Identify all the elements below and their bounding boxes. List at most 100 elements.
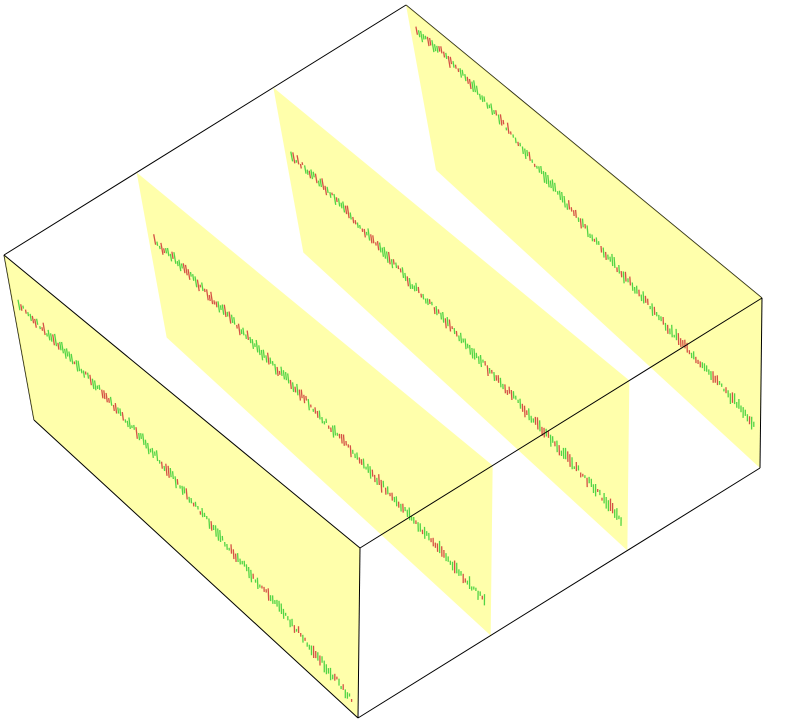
candle-mark <box>362 458 365 469</box>
box-edge-right-bottom <box>357 467 761 719</box>
candle-mark <box>528 408 530 421</box>
candle-mark <box>385 251 389 263</box>
candle-mark <box>93 380 97 391</box>
candle-mark <box>471 347 474 359</box>
candle-mark <box>528 151 531 161</box>
panel-4-plane <box>406 5 762 468</box>
candle-mark <box>174 476 177 489</box>
candle-mark <box>89 374 92 386</box>
candle-mark <box>502 119 505 125</box>
candle-mark <box>57 342 60 350</box>
candle-mark <box>308 170 312 179</box>
candle-mark <box>310 169 314 180</box>
candle-mark <box>554 182 557 192</box>
candle-mark <box>126 420 129 428</box>
candle-mark <box>178 259 182 272</box>
candle-mark <box>68 351 72 362</box>
candle-mark <box>63 348 67 359</box>
candle-mark <box>563 195 566 208</box>
candle-mark <box>413 285 416 292</box>
candle-mark <box>24 309 27 314</box>
candle-mark <box>219 530 222 543</box>
panel-4 <box>406 5 762 468</box>
candle-mark <box>160 461 163 469</box>
candle-mark <box>495 110 498 116</box>
candle-mark <box>189 271 192 277</box>
candle-mark <box>267 588 270 601</box>
candle-mark <box>184 264 188 276</box>
candle-mark <box>344 205 348 215</box>
candle-mark <box>182 263 186 274</box>
candle-mark <box>473 80 477 93</box>
candle-mark <box>251 339 255 349</box>
candle-mark <box>486 102 489 109</box>
candle-mark <box>471 81 475 92</box>
candle-mark <box>29 313 32 322</box>
candle-mark <box>395 262 398 269</box>
candle-mark <box>468 78 472 90</box>
candle-mark <box>352 216 355 224</box>
candle-mark <box>160 242 164 255</box>
candle-mark <box>523 405 526 418</box>
candle-mark <box>342 434 345 446</box>
candle-mark <box>31 315 35 324</box>
candle-mark <box>442 311 445 323</box>
candle-mark <box>260 349 264 361</box>
candle-mark <box>314 173 318 184</box>
panel-2 <box>136 172 493 636</box>
candle-mark <box>266 352 270 365</box>
candle-mark <box>39 326 41 330</box>
candle-mark <box>579 218 582 229</box>
candle-mark <box>486 365 489 377</box>
candle-mark <box>567 200 571 210</box>
candle-mark <box>17 299 21 311</box>
candle-mark <box>192 274 195 281</box>
candle-mark <box>289 379 292 390</box>
candle-mark <box>519 398 522 409</box>
box-edge-front-right-vertical <box>357 547 361 719</box>
candle-mark <box>317 180 321 187</box>
candle-mark <box>354 220 357 225</box>
candle-mark <box>135 427 138 439</box>
candle-mark <box>464 338 467 350</box>
candle-mark <box>493 110 496 115</box>
candle-mark <box>504 384 507 394</box>
candle-mark <box>453 327 456 335</box>
candle-mark <box>381 247 385 257</box>
candle-mark <box>631 282 634 291</box>
candle-mark <box>70 353 74 365</box>
candle-mark <box>399 268 402 273</box>
candle-mark <box>210 291 214 305</box>
candle-mark <box>282 370 286 380</box>
candle-mark <box>331 192 333 196</box>
candle-mark <box>415 282 418 292</box>
candle-mark <box>214 525 217 537</box>
candle-mark <box>171 471 174 480</box>
candle-mark <box>258 345 261 356</box>
candle-mark <box>433 44 437 52</box>
candle-mark <box>424 35 427 40</box>
candle-mark <box>318 410 321 420</box>
candle-mark <box>620 271 623 278</box>
candle-mark <box>217 301 221 313</box>
candle-mark <box>185 488 188 500</box>
candle-mark <box>101 389 104 399</box>
candle-mark <box>205 289 209 301</box>
candle-mark <box>80 368 83 374</box>
candle-mark <box>256 577 259 590</box>
candle-mark <box>356 222 359 228</box>
candle-mark <box>551 179 555 192</box>
candle-mark <box>219 305 222 311</box>
candle-mark <box>65 348 69 357</box>
candle-mark <box>452 61 455 68</box>
candle-mark <box>461 69 464 76</box>
candle-mark <box>417 30 421 38</box>
candle-mark <box>108 398 110 403</box>
candle-mark <box>274 363 277 375</box>
candle-mark <box>428 299 431 305</box>
candle-mark <box>481 95 484 103</box>
candle-mark <box>524 148 527 159</box>
candle-mark <box>217 528 220 541</box>
candle-mark <box>538 166 541 173</box>
